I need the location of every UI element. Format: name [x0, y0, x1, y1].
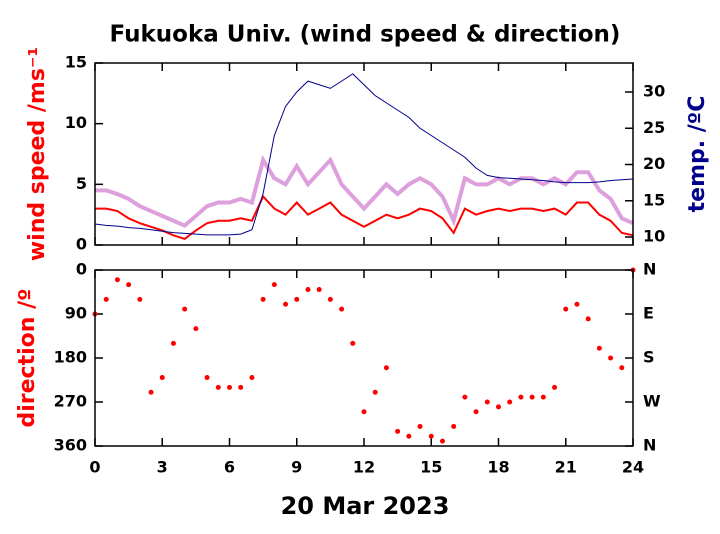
- line-gust: [95, 155, 634, 228]
- direction-point: [529, 394, 535, 400]
- x-tick-label: 9: [291, 458, 302, 477]
- x-tick-label: 24: [622, 458, 644, 477]
- y2-tick-label: N: [643, 436, 656, 455]
- direction-point: [159, 375, 165, 381]
- direction-point: [417, 423, 423, 429]
- y2-tick-label: W: [643, 392, 661, 411]
- x-tick-label: 18: [487, 458, 509, 477]
- x-axis-label: 20 Mar 2023: [281, 492, 450, 520]
- y2-tick-label: 10: [643, 227, 665, 246]
- y-tick-label: 90: [65, 304, 87, 323]
- direction-point: [327, 296, 333, 302]
- direction-point: [540, 394, 546, 400]
- y-axis-label: direction /º: [15, 288, 40, 427]
- direction-point: [283, 301, 289, 307]
- y2-tick-label: N: [643, 260, 656, 279]
- direction-point: [126, 282, 132, 288]
- direction-point: [473, 409, 479, 415]
- line-temp: [94, 73, 634, 236]
- x-tick-label: 15: [420, 458, 442, 477]
- direction-point: [462, 394, 468, 400]
- y2-tick-label: 20: [643, 154, 665, 173]
- x-tick-label: 21: [555, 458, 577, 477]
- direction-point: [103, 296, 109, 302]
- direction-point: [383, 365, 389, 371]
- direction-point: [204, 375, 210, 381]
- direction-point: [518, 394, 524, 400]
- y2-tick-label: S: [643, 348, 655, 367]
- direction-point: [619, 365, 625, 371]
- direction-point: [372, 389, 378, 395]
- y2-tick-label: 25: [643, 118, 665, 137]
- direction-point: [395, 428, 401, 434]
- direction-point: [114, 277, 120, 283]
- direction-point: [182, 306, 188, 312]
- direction-point: [227, 384, 232, 390]
- chart-title: Fukuoka Univ. (wind speed & direction): [110, 22, 621, 48]
- direction-point: [271, 282, 277, 288]
- x-tick-label: 6: [224, 458, 235, 477]
- direction-point: [215, 384, 221, 390]
- direction-point: [406, 433, 412, 439]
- direction-point: [596, 345, 602, 351]
- y2-tick-label: E: [643, 304, 654, 323]
- direction-point: [608, 355, 614, 361]
- y-tick-label: 360: [54, 436, 87, 455]
- direction-point: [496, 404, 501, 410]
- direction-point: [260, 296, 266, 302]
- y2-tick-label: 30: [643, 82, 665, 101]
- direction-point: [249, 375, 255, 381]
- direction-point: [361, 409, 367, 415]
- x-tick-label: 12: [353, 458, 375, 477]
- direction-point: [193, 326, 199, 332]
- direction-point: [339, 306, 345, 312]
- direction-point: [552, 384, 558, 390]
- direction-point: [428, 433, 434, 439]
- line-wind: [95, 194, 634, 241]
- direction-point: [170, 340, 176, 346]
- direction-point: [574, 301, 580, 307]
- y-axis-label: wind speed /ms⁻¹: [25, 47, 50, 261]
- x-tick-label: 0: [89, 458, 100, 477]
- direction-point: [148, 389, 154, 395]
- y-tick-label: 10: [65, 113, 87, 132]
- direction-point: [137, 296, 143, 302]
- y-tick-label: 15: [65, 53, 87, 72]
- y-tick-label: 0: [76, 235, 87, 254]
- direction-point: [439, 438, 445, 444]
- y-tick-label: 180: [54, 348, 87, 367]
- direction-point: [238, 384, 244, 390]
- direction-point: [316, 287, 322, 293]
- y2-tick-label: 15: [643, 190, 665, 209]
- direction-point: [294, 296, 300, 302]
- direction-point: [350, 340, 356, 346]
- direction-point: [305, 287, 311, 293]
- y2-axis-label: temp. /ºC: [685, 96, 710, 213]
- direction-point: [585, 316, 591, 322]
- x-tick-label: 3: [157, 458, 168, 477]
- y-tick-label: 5: [76, 174, 87, 193]
- y-tick-label: 270: [54, 392, 87, 411]
- y-tick-label: 0: [76, 260, 87, 279]
- plot-frame: [94, 269, 634, 447]
- direction-point: [507, 399, 513, 405]
- direction-point: [563, 306, 569, 312]
- direction-point: [484, 399, 490, 405]
- direction-point: [451, 423, 457, 429]
- plot-frame: [94, 62, 634, 246]
